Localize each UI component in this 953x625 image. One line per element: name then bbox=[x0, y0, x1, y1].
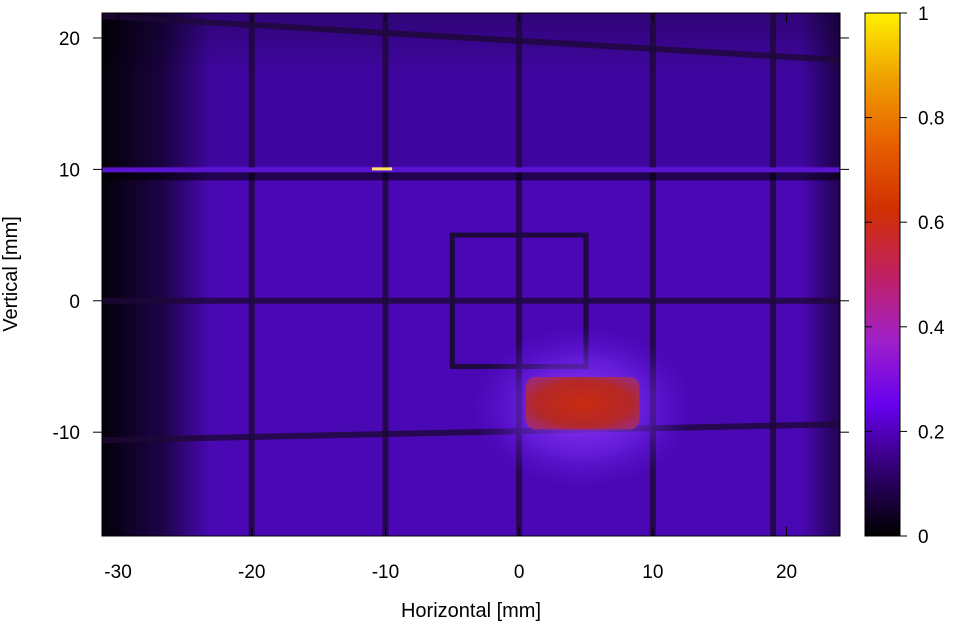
y-tick-label: -10 bbox=[53, 423, 80, 444]
x-axis-label: Horizontal [mm] bbox=[401, 600, 541, 622]
colorbar-frame bbox=[864, 12, 901, 537]
y-axis-label: Vertical [mm] bbox=[0, 216, 22, 332]
colorbar-tick-label: 0.2 bbox=[918, 422, 944, 443]
left-edge-shade bbox=[102, 13, 212, 536]
x-tick-label: 0 bbox=[514, 562, 525, 583]
x-tick-label: -10 bbox=[372, 562, 399, 583]
x-tick-label: 10 bbox=[642, 562, 663, 583]
x-tick-label: -30 bbox=[104, 562, 131, 583]
grid-wire-horizontal bbox=[102, 13, 840, 63]
colorbar-gradient bbox=[865, 13, 900, 536]
y-tick-label: 0 bbox=[69, 292, 80, 313]
bright-line-shadow bbox=[102, 172, 840, 181]
plot-area bbox=[102, 13, 840, 536]
colorbar: 0 0.2 0.4 0.6 0.8 1 bbox=[864, 4, 945, 548]
colorbar-tick-label: 0.4 bbox=[918, 318, 945, 339]
colorbar-tick-label: 0 bbox=[918, 527, 929, 548]
x-tick-label: -20 bbox=[238, 562, 265, 583]
colorbar-tick-label: 1 bbox=[918, 4, 929, 25]
right-edge-shade bbox=[800, 13, 840, 536]
y-tick-label: 10 bbox=[59, 160, 80, 181]
x-axis-ticks: -30 -20 -10 0 10 20 bbox=[104, 13, 797, 583]
y-axis-ticks: -10 0 10 20 bbox=[53, 29, 849, 444]
plot-frame bbox=[101, 12, 841, 537]
hot-spot bbox=[525, 376, 640, 430]
y-tick-label: 20 bbox=[59, 29, 80, 50]
colorbar-tick-label: 0.6 bbox=[918, 213, 944, 234]
colorbar-tick-label: 0.8 bbox=[918, 109, 944, 130]
x-tick-label: 20 bbox=[776, 562, 797, 583]
bright-line-hot-segment bbox=[372, 167, 393, 171]
bright-line bbox=[102, 167, 840, 173]
colorbar-ticks: 0 0.2 0.4 0.6 0.8 1 bbox=[865, 4, 945, 548]
grid-wire-horizontal bbox=[102, 421, 840, 444]
